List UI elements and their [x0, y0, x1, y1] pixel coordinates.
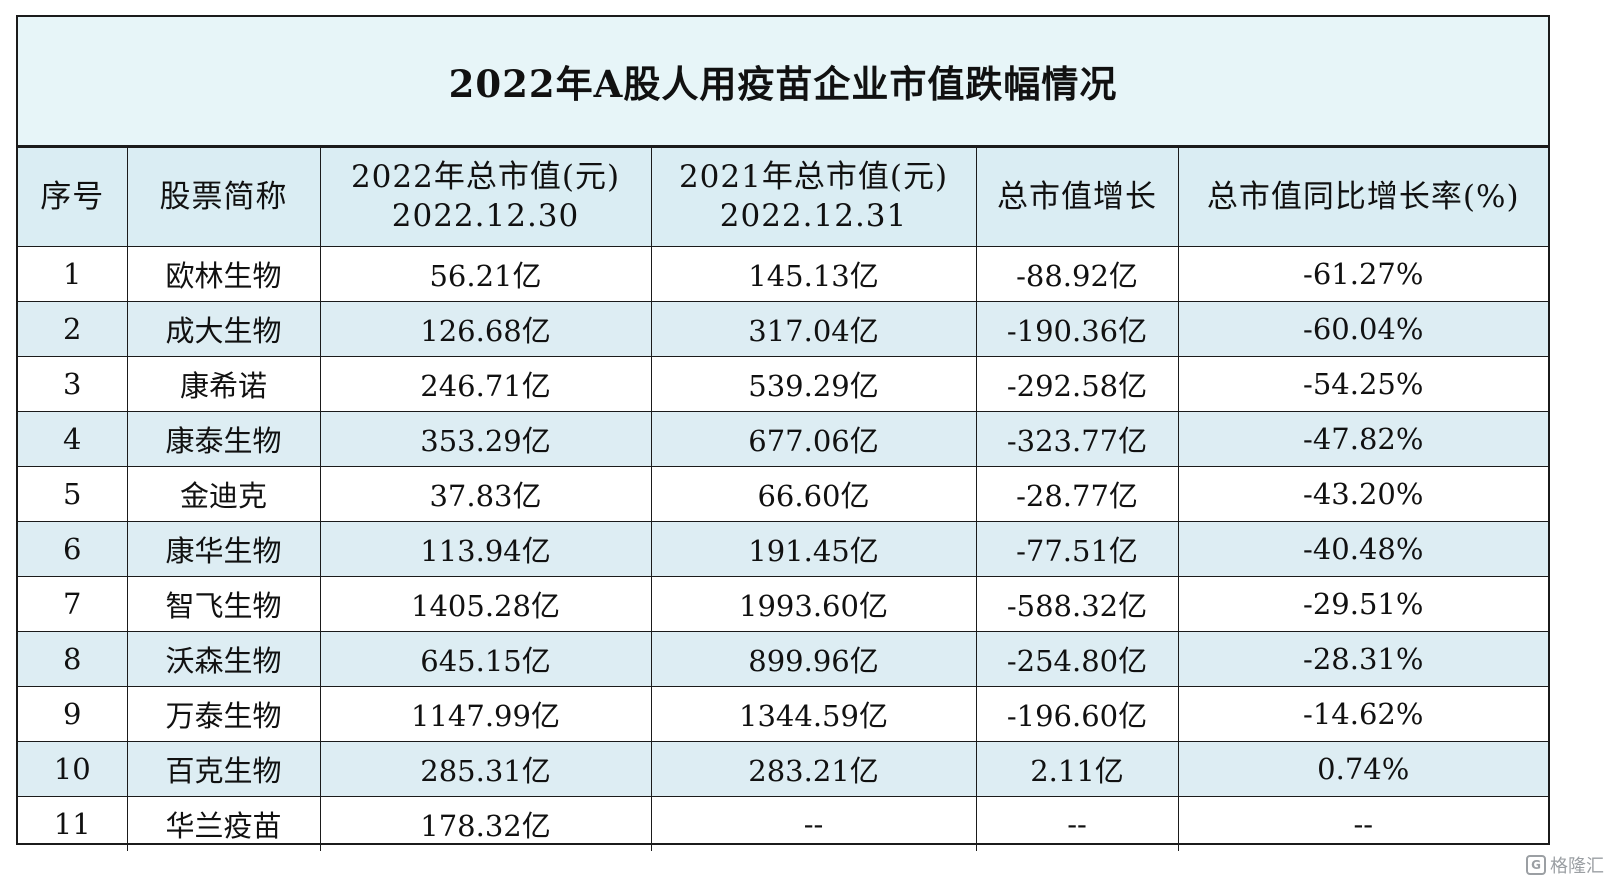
cell-cap-2022: 56.21亿 — [319, 246, 652, 302]
cell-stock-name: 欧林生物 — [126, 246, 321, 302]
cell-cap-2022: 1405.28亿 — [319, 576, 652, 632]
cell-cap-2021: 1344.59亿 — [650, 686, 977, 742]
cell-growth-rate: -40.48% — [1177, 521, 1548, 577]
cell-growth-rate: -14.62% — [1177, 686, 1548, 742]
cell-stock-name: 康泰生物 — [126, 411, 321, 467]
cell-seq: 8 — [18, 631, 128, 687]
header-cap-2021-date: 2022.12.31 — [719, 198, 908, 234]
table-title: 2022年A股人用疫苗企业市值跌幅情况 — [18, 17, 1548, 147]
table-frame: 2022年A股人用疫苗企业市值跌幅情况 序号 股票简称 2022年总市值(元) … — [16, 15, 1550, 851]
table-row: 11 华兰疫苗 178.32亿 -- -- -- — [18, 796, 1548, 851]
watermark-text: 格隆汇 — [1550, 856, 1604, 877]
header-seq: 序号 — [18, 147, 128, 247]
cell-cap-2021: 66.60亿 — [650, 466, 977, 522]
table-row: 6 康华生物 113.94亿 191.45亿 -77.51亿 -40.48% — [18, 521, 1548, 577]
cell-cap-2021: 283.21亿 — [650, 741, 977, 797]
cell-growth-rate: -47.82% — [1177, 411, 1548, 467]
cell-cap-2022: 285.31亿 — [319, 741, 652, 797]
cell-stock-name: 沃森生物 — [126, 631, 321, 687]
cell-growth: -- — [975, 796, 1179, 851]
cell-growth: -292.58亿 — [975, 356, 1179, 412]
table-row: 5 金迪克 37.83亿 66.60亿 -28.77亿 -43.20% — [18, 466, 1548, 522]
table-row: 8 沃森生物 645.15亿 899.96亿 -254.80亿 -28.31% — [18, 631, 1548, 687]
header-growth: 总市值增长 — [975, 147, 1179, 247]
cell-growth-rate: -60.04% — [1177, 301, 1548, 357]
header-row: 序号 股票简称 2022年总市值(元) 2022.12.30 2021年总市值(… — [18, 147, 1548, 247]
cell-seq: 11 — [18, 796, 128, 851]
cell-growth-rate: -61.27% — [1177, 246, 1548, 302]
market-cap-table: 序号 股票简称 2022年总市值(元) 2022.12.30 2021年总市值(… — [18, 147, 1548, 851]
cell-stock-name: 金迪克 — [126, 466, 321, 522]
cell-seq: 2 — [18, 301, 128, 357]
header-cap-2021: 2021年总市值(元) 2022.12.31 — [650, 147, 977, 247]
cell-stock-name: 华兰疫苗 — [126, 796, 321, 851]
cell-cap-2022: 178.32亿 — [319, 796, 652, 851]
table-row: 4 康泰生物 353.29亿 677.06亿 -323.77亿 -47.82% — [18, 411, 1548, 467]
cell-seq: 3 — [18, 356, 128, 412]
header-cap-2022-date: 2022.12.30 — [391, 198, 580, 234]
table-row: 1 欧林生物 56.21亿 145.13亿 -88.92亿 -61.27% — [18, 246, 1548, 302]
cell-cap-2022: 246.71亿 — [319, 356, 652, 412]
cell-growth-rate: -43.20% — [1177, 466, 1548, 522]
cell-seq: 5 — [18, 466, 128, 522]
header-cap-2022-label: 2022年总市值(元) — [350, 159, 621, 196]
cell-cap-2021: 191.45亿 — [650, 521, 977, 577]
cell-cap-2022: 353.29亿 — [319, 411, 652, 467]
cell-seq: 7 — [18, 576, 128, 632]
cell-seq: 9 — [18, 686, 128, 742]
cell-growth: -77.51亿 — [975, 521, 1179, 577]
cell-growth-rate: -29.51% — [1177, 576, 1548, 632]
header-cap-2021-label: 2021年总市值(元) — [678, 159, 949, 196]
watermark: G 格隆汇 — [1526, 852, 1604, 878]
cell-growth: -190.36亿 — [975, 301, 1179, 357]
cell-cap-2021: 317.04亿 — [650, 301, 977, 357]
table-row: 7 智飞生物 1405.28亿 1993.60亿 -588.32亿 -29.51… — [18, 576, 1548, 632]
gelonghui-logo-icon: G — [1526, 855, 1546, 875]
cell-cap-2022: 113.94亿 — [319, 521, 652, 577]
cell-stock-name: 康希诺 — [126, 356, 321, 412]
cell-cap-2022: 126.68亿 — [319, 301, 652, 357]
table-row: 2 成大生物 126.68亿 317.04亿 -190.36亿 -60.04% — [18, 301, 1548, 357]
cell-cap-2021: 1993.60亿 — [650, 576, 977, 632]
cell-growth-rate: 0.74% — [1177, 741, 1548, 797]
cell-cap-2021: 539.29亿 — [650, 356, 977, 412]
cell-stock-name: 康华生物 — [126, 521, 321, 577]
cell-cap-2021: 145.13亿 — [650, 246, 977, 302]
cell-stock-name: 成大生物 — [126, 301, 321, 357]
cell-growth-rate: -- — [1177, 796, 1548, 851]
cell-growth: -28.77亿 — [975, 466, 1179, 522]
cell-cap-2021: 677.06亿 — [650, 411, 977, 467]
cell-cap-2022: 645.15亿 — [319, 631, 652, 687]
cell-growth: -254.80亿 — [975, 631, 1179, 687]
header-cap-2022: 2022年总市值(元) 2022.12.30 — [319, 147, 652, 247]
cell-growth: -88.92亿 — [975, 246, 1179, 302]
cell-cap-2021: -- — [650, 796, 977, 851]
cell-seq: 1 — [18, 246, 128, 302]
cell-growth-rate: -28.31% — [1177, 631, 1548, 687]
header-growth-rate: 总市值同比增长率(%) — [1177, 147, 1548, 247]
table-row: 10 百克生物 285.31亿 283.21亿 2.11亿 0.74% — [18, 741, 1548, 797]
cell-growth: 2.11亿 — [975, 741, 1179, 797]
cell-seq: 6 — [18, 521, 128, 577]
cell-growth: -196.60亿 — [975, 686, 1179, 742]
cell-stock-name: 万泰生物 — [126, 686, 321, 742]
cell-cap-2022: 1147.99亿 — [319, 686, 652, 742]
cell-growth: -588.32亿 — [975, 576, 1179, 632]
cell-growth: -323.77亿 — [975, 411, 1179, 467]
cell-seq: 4 — [18, 411, 128, 467]
header-stock-name: 股票简称 — [126, 147, 321, 247]
cell-cap-2022: 37.83亿 — [319, 466, 652, 522]
cell-stock-name: 智飞生物 — [126, 576, 321, 632]
table-row: 3 康希诺 246.71亿 539.29亿 -292.58亿 -54.25% — [18, 356, 1548, 412]
table-row: 9 万泰生物 1147.99亿 1344.59亿 -196.60亿 -14.62… — [18, 686, 1548, 742]
cell-growth-rate: -54.25% — [1177, 356, 1548, 412]
cell-cap-2021: 899.96亿 — [650, 631, 977, 687]
cell-seq: 10 — [18, 741, 128, 797]
cell-stock-name: 百克生物 — [126, 741, 321, 797]
